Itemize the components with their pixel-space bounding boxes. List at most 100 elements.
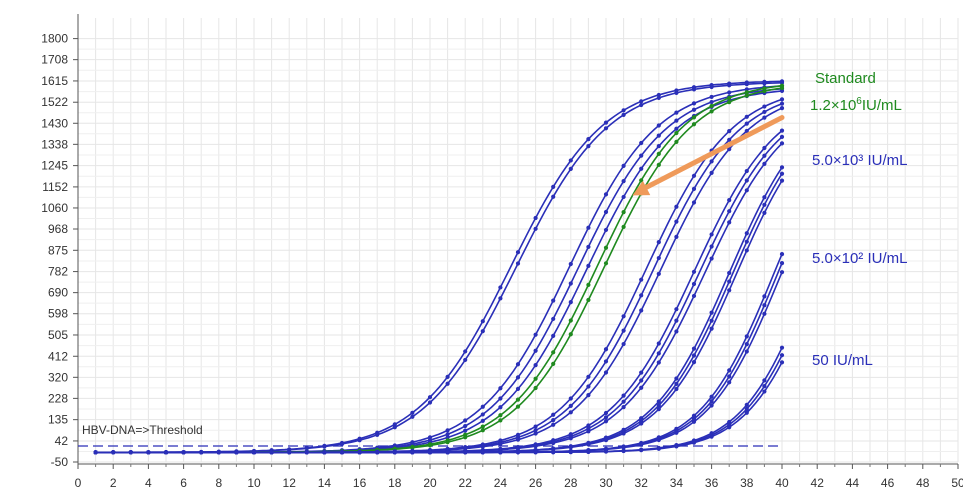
- curve-point: [727, 83, 732, 88]
- curve-point: [691, 419, 697, 424]
- curve-point: [410, 414, 415, 419]
- curve-point: [656, 133, 661, 138]
- curve-point: [762, 210, 767, 215]
- curve-point: [674, 381, 679, 386]
- curve-point: [674, 329, 679, 334]
- curve-point: [727, 129, 732, 134]
- curve-point: [392, 422, 397, 427]
- curve-point: [709, 310, 714, 315]
- curve-point: [709, 103, 714, 109]
- curve-point: [603, 126, 609, 131]
- y-tick-label: 412: [48, 349, 68, 363]
- curve-point: [515, 386, 521, 391]
- curve-point: [498, 413, 503, 418]
- curve-point: [533, 215, 538, 221]
- curve-point: [463, 357, 468, 363]
- curve-point: [727, 95, 732, 101]
- curve-point: [621, 179, 626, 184]
- curve-point: [762, 294, 767, 299]
- curve-point: [744, 93, 749, 98]
- curve-point: [779, 97, 785, 102]
- curve-point: [568, 449, 573, 455]
- curve-point: [639, 99, 644, 104]
- curve-point: [639, 140, 644, 146]
- curve-point: [709, 318, 714, 323]
- x-tick-label: 44: [846, 476, 860, 490]
- curve-point: [480, 404, 485, 409]
- curve-point: [639, 102, 644, 108]
- curve-point: [709, 399, 714, 404]
- curve-point: [691, 186, 697, 191]
- x-tick-label: 20: [423, 476, 437, 490]
- x-tick-label: 2: [110, 476, 117, 490]
- y-tick-label: 1800: [41, 32, 68, 46]
- curve-point: [674, 118, 679, 123]
- curve-point: [621, 108, 626, 113]
- curve-point: [445, 450, 450, 455]
- curve-point: [480, 412, 485, 417]
- curve-point: [762, 303, 767, 308]
- curve-point: [762, 202, 767, 207]
- x-tick-label: 4: [145, 476, 152, 490]
- curve-point: [762, 109, 767, 115]
- curve-point: [727, 99, 732, 105]
- amplification-curve: [95, 87, 783, 454]
- curve-point: [533, 376, 538, 381]
- curve-point: [744, 82, 749, 87]
- curve-point: [744, 248, 749, 253]
- y-tick-label: 690: [48, 286, 68, 300]
- amplification-curve: [95, 88, 783, 454]
- annotation-standard-concentration: 1.2×106IU/mL: [810, 97, 902, 115]
- curve-point: [744, 128, 749, 134]
- amplification-curve: [95, 85, 783, 454]
- curve-point: [639, 293, 644, 298]
- curve-point: [586, 393, 591, 398]
- curve-point: [621, 341, 626, 347]
- curve-point: [586, 449, 591, 454]
- curve-point: [621, 399, 626, 404]
- x-tick-label: 40: [775, 476, 789, 490]
- curve-point: [586, 144, 591, 149]
- curve-point: [586, 442, 591, 447]
- curve-point: [621, 194, 626, 200]
- curve-point: [603, 419, 609, 424]
- amplification-curve: [95, 98, 783, 454]
- curve-point: [551, 298, 556, 303]
- curve-point: [674, 204, 679, 209]
- x-tick-label: 48: [916, 476, 930, 490]
- x-tick-label: 46: [881, 476, 895, 490]
- curve-point: [744, 168, 749, 174]
- curve-point: [551, 333, 556, 338]
- curve-point: [762, 145, 767, 151]
- curve-point: [727, 425, 732, 430]
- curve-point: [639, 442, 644, 447]
- curve-point: [603, 245, 609, 250]
- curve-point: [709, 99, 714, 105]
- curve-point: [674, 90, 679, 96]
- curve-point: [568, 396, 573, 401]
- x-tick-label: 38: [740, 476, 754, 490]
- curve-point: [639, 308, 644, 313]
- y-tick-label: 1338: [41, 137, 68, 151]
- curve-point: [515, 450, 521, 455]
- curve-point: [533, 428, 538, 433]
- y-tick-label: 1430: [41, 116, 68, 130]
- curve-point: [375, 450, 380, 455]
- curve-point: [111, 450, 116, 455]
- curve-point: [568, 261, 573, 267]
- curve-point: [779, 270, 785, 275]
- curve-point: [656, 162, 661, 167]
- curve-point: [691, 353, 697, 358]
- curve-point: [480, 424, 485, 429]
- curve-point: [744, 239, 749, 244]
- curve-point: [727, 374, 732, 379]
- curve-point: [480, 418, 485, 423]
- curve-point: [691, 200, 697, 205]
- curve-point: [445, 440, 450, 445]
- curve-point: [709, 232, 714, 237]
- amplification-curve: [95, 107, 783, 454]
- y-tick-label: 228: [48, 391, 68, 405]
- curve-point: [779, 141, 785, 146]
